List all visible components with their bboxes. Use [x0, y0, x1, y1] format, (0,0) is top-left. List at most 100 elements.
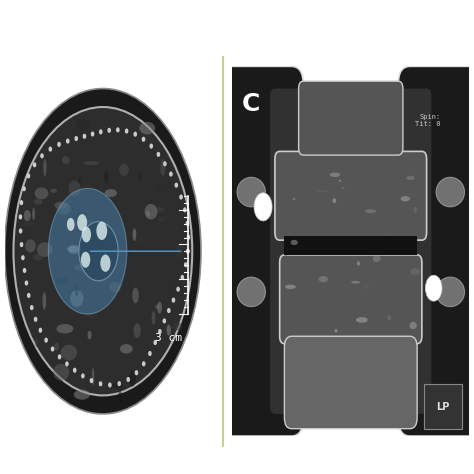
Ellipse shape: [92, 367, 94, 385]
Ellipse shape: [35, 338, 38, 347]
Circle shape: [19, 215, 21, 219]
Ellipse shape: [156, 183, 171, 191]
Circle shape: [49, 147, 51, 151]
Circle shape: [31, 306, 33, 310]
Circle shape: [150, 144, 152, 148]
Ellipse shape: [25, 239, 36, 253]
Ellipse shape: [284, 255, 288, 257]
Circle shape: [180, 195, 182, 199]
Ellipse shape: [75, 211, 87, 223]
Ellipse shape: [109, 282, 121, 292]
Circle shape: [142, 137, 145, 141]
Ellipse shape: [166, 325, 171, 336]
Circle shape: [143, 362, 145, 365]
Ellipse shape: [32, 208, 35, 220]
Circle shape: [67, 218, 74, 231]
Ellipse shape: [13, 107, 192, 395]
Circle shape: [52, 347, 54, 351]
Text: Spin:
Tit: 0: Spin: Tit: 0: [415, 114, 441, 128]
Ellipse shape: [330, 173, 340, 177]
Ellipse shape: [33, 254, 43, 261]
Circle shape: [35, 318, 36, 321]
Ellipse shape: [88, 331, 91, 339]
Circle shape: [91, 132, 94, 136]
Ellipse shape: [317, 190, 328, 192]
Ellipse shape: [79, 222, 118, 281]
Circle shape: [187, 236, 190, 239]
Circle shape: [20, 243, 23, 246]
Ellipse shape: [139, 122, 155, 135]
Ellipse shape: [436, 277, 465, 307]
Ellipse shape: [104, 171, 109, 183]
Ellipse shape: [112, 383, 124, 389]
Ellipse shape: [132, 288, 139, 303]
Ellipse shape: [116, 247, 131, 261]
Ellipse shape: [42, 234, 55, 247]
Text: L: L: [204, 246, 210, 256]
Ellipse shape: [357, 261, 360, 266]
Circle shape: [23, 269, 26, 273]
Ellipse shape: [5, 89, 201, 414]
FancyBboxPatch shape: [280, 255, 422, 344]
Circle shape: [34, 163, 36, 167]
Circle shape: [39, 328, 42, 332]
Text: LP: LP: [437, 401, 450, 411]
Circle shape: [58, 143, 60, 146]
Ellipse shape: [61, 345, 77, 360]
Circle shape: [81, 252, 91, 268]
Ellipse shape: [237, 177, 265, 207]
Ellipse shape: [341, 187, 345, 190]
Circle shape: [175, 183, 177, 187]
Ellipse shape: [154, 207, 164, 212]
Circle shape: [168, 309, 170, 312]
Ellipse shape: [76, 118, 89, 131]
Circle shape: [127, 378, 129, 382]
Text: 3 cm: 3 cm: [155, 333, 182, 343]
Circle shape: [23, 187, 25, 191]
Ellipse shape: [56, 324, 73, 334]
Ellipse shape: [158, 217, 165, 222]
Ellipse shape: [105, 189, 117, 197]
Circle shape: [170, 172, 172, 176]
Circle shape: [425, 275, 442, 301]
Circle shape: [82, 374, 84, 378]
Ellipse shape: [173, 322, 182, 330]
Ellipse shape: [67, 246, 78, 252]
Text: C: C: [242, 92, 260, 116]
Ellipse shape: [414, 207, 417, 213]
Circle shape: [164, 162, 166, 165]
Ellipse shape: [55, 277, 69, 284]
Circle shape: [83, 135, 85, 138]
Ellipse shape: [120, 344, 133, 354]
Ellipse shape: [335, 329, 337, 333]
Ellipse shape: [98, 246, 106, 250]
Ellipse shape: [319, 276, 328, 282]
Circle shape: [22, 256, 24, 260]
Ellipse shape: [78, 178, 81, 183]
FancyBboxPatch shape: [398, 66, 474, 436]
FancyBboxPatch shape: [275, 151, 427, 240]
FancyBboxPatch shape: [284, 336, 417, 428]
Ellipse shape: [70, 290, 83, 307]
Circle shape: [73, 368, 76, 372]
Ellipse shape: [129, 371, 136, 387]
Ellipse shape: [364, 285, 370, 289]
Ellipse shape: [53, 364, 69, 381]
Ellipse shape: [146, 211, 150, 217]
Ellipse shape: [292, 198, 296, 200]
FancyBboxPatch shape: [424, 384, 462, 428]
Ellipse shape: [86, 312, 98, 318]
Circle shape: [163, 319, 165, 323]
Ellipse shape: [134, 323, 141, 338]
Ellipse shape: [291, 240, 298, 245]
Ellipse shape: [56, 203, 71, 215]
Circle shape: [108, 128, 110, 132]
Circle shape: [157, 153, 159, 156]
Ellipse shape: [35, 187, 48, 200]
Circle shape: [41, 154, 43, 158]
Ellipse shape: [132, 278, 137, 284]
Ellipse shape: [83, 161, 99, 165]
Circle shape: [67, 139, 69, 143]
Circle shape: [96, 222, 107, 240]
Circle shape: [82, 227, 91, 242]
